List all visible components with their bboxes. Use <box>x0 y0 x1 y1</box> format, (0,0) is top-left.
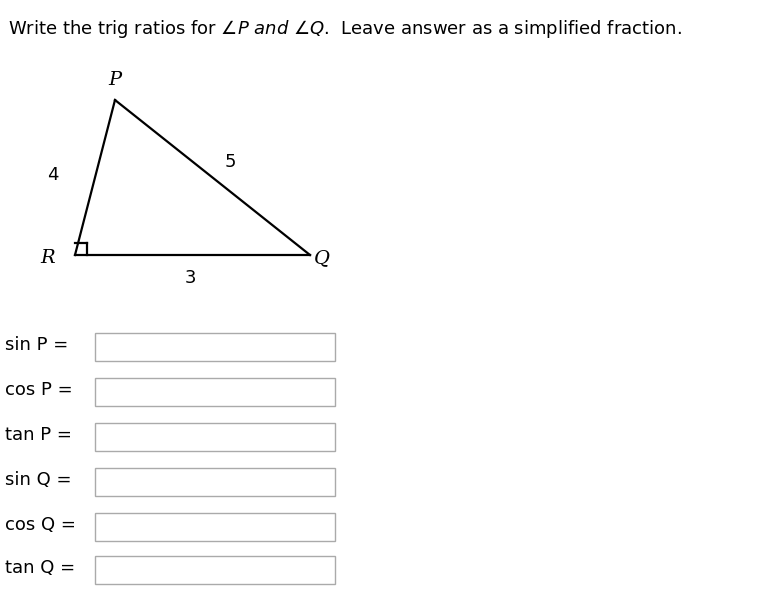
Text: R: R <box>41 249 55 267</box>
Text: cos Q =: cos Q = <box>5 516 76 534</box>
Bar <box>95 378 335 406</box>
Bar <box>95 468 335 496</box>
Text: Q: Q <box>314 249 330 267</box>
Bar <box>95 333 335 361</box>
Text: 5: 5 <box>224 153 236 171</box>
Bar <box>95 556 335 584</box>
Bar <box>95 423 335 451</box>
Bar <box>95 513 335 541</box>
Text: 4: 4 <box>47 166 59 184</box>
Text: sin P =: sin P = <box>5 336 68 354</box>
Text: Write the trig ratios for $\angle$$\it{P}$ $\it{and}$ $\angle$$\it{Q}$.  Leave a: Write the trig ratios for $\angle$$\it{P… <box>8 18 682 40</box>
Text: tan P =: tan P = <box>5 426 72 444</box>
Text: tan Q =: tan Q = <box>5 559 75 577</box>
Text: 3: 3 <box>184 269 196 287</box>
Text: sin Q =: sin Q = <box>5 471 72 489</box>
Text: cos P =: cos P = <box>5 381 73 399</box>
Text: P: P <box>109 71 122 89</box>
